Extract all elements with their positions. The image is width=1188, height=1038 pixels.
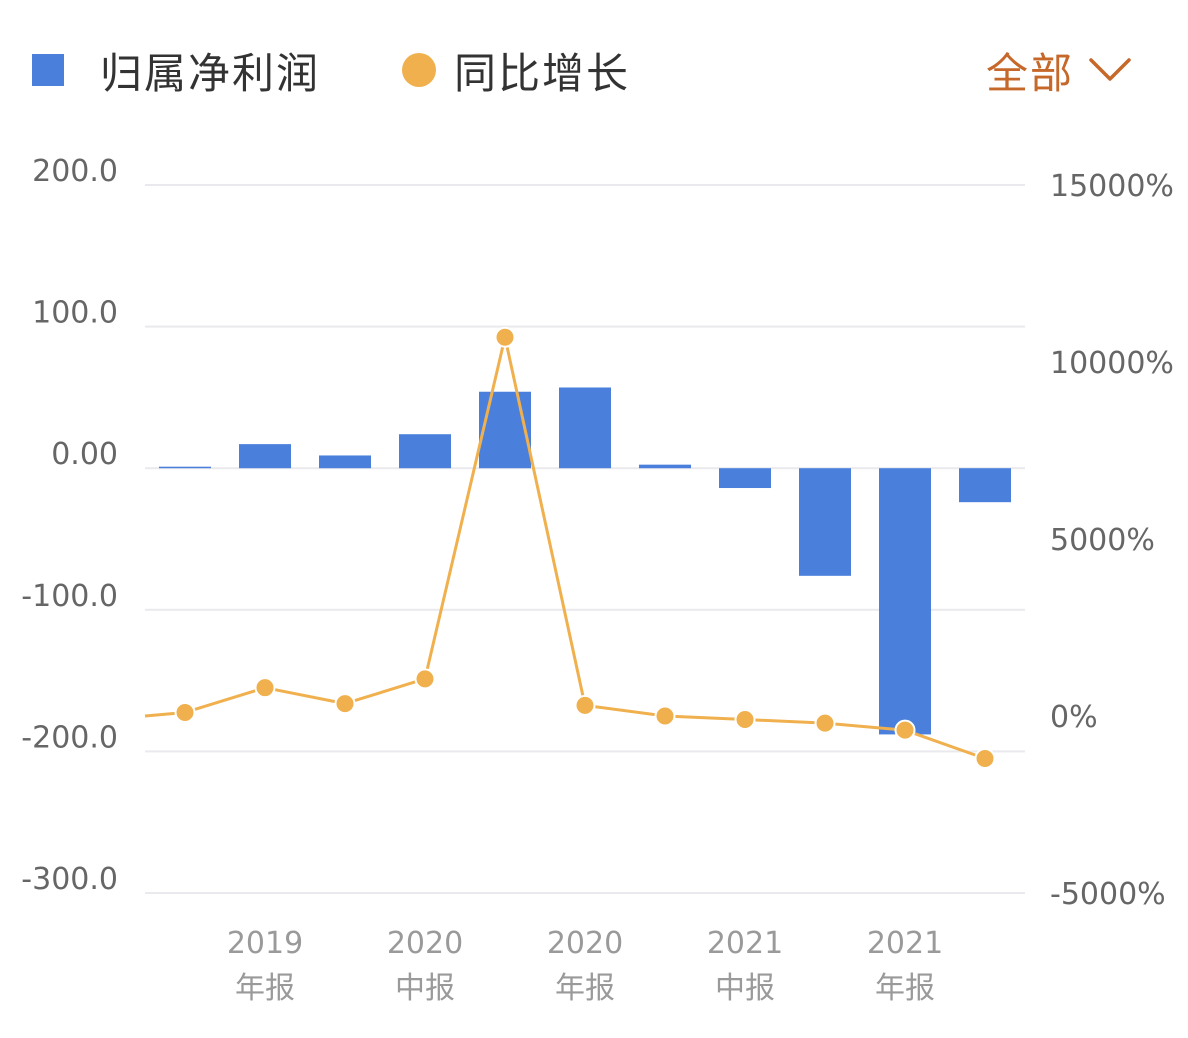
- bar-net-profit: [399, 434, 451, 469]
- point-yoy-growth: [494, 326, 516, 348]
- bar-net-profit: [559, 387, 611, 469]
- bar-net-profit: [159, 466, 211, 469]
- point-yoy-growth: [574, 694, 596, 716]
- dot-swatch-icon: [402, 53, 437, 87]
- bar-net-profit: [959, 468, 1011, 503]
- bar-net-profit: [719, 468, 771, 489]
- right-axis-tick-label: 0%: [1050, 700, 1098, 735]
- legend-item-net-profit[interactable]: 归属净利润: [32, 40, 320, 101]
- point-yoy-growth: [254, 677, 276, 699]
- left-axis-tick-label: -100.0: [21, 579, 118, 614]
- point-yoy-growth: [654, 705, 676, 727]
- point-yoy-growth: [814, 712, 836, 734]
- bar-net-profit: [799, 468, 851, 576]
- period-filter-dropdown[interactable]: 全部: [986, 40, 1132, 100]
- bar-net-profit: [479, 391, 531, 469]
- legend-item-yoy-growth[interactable]: 同比增长: [402, 40, 630, 101]
- bar-swatch-icon: [32, 54, 64, 86]
- left-axis-tick-label: 200.0: [32, 154, 118, 189]
- left-axis-tick-label: -300.0: [21, 862, 118, 897]
- x-axis-tick-label: 2021 中报: [707, 926, 783, 1006]
- x-axis-tick-label: 2019 年报: [227, 926, 303, 1006]
- legend-label-net-profit: 归属净利润: [100, 48, 321, 98]
- x-axis-tick-label: 2021 年报: [867, 926, 943, 1006]
- left-axis-tick-label: 100.0: [32, 296, 118, 331]
- bar-net-profit: [239, 444, 291, 469]
- chevron-down-icon: [1089, 58, 1131, 81]
- bar-net-profit: [639, 464, 691, 469]
- bar-net-profit: [879, 468, 931, 735]
- right-axis-tick-label: 10000%: [1050, 346, 1174, 381]
- legend-label-yoy-growth: 同比增长: [454, 48, 631, 98]
- filter-label: 全部: [985, 48, 1074, 98]
- right-axis-tick-label: 15000%: [1050, 169, 1174, 204]
- point-yoy-growth: [334, 693, 356, 715]
- line-yoy-growth: [144, 335, 986, 760]
- point-yoy-growth: [974, 747, 996, 769]
- left-axis-tick-label: 0.00: [51, 437, 118, 472]
- point-yoy-growth: [174, 701, 196, 723]
- left-axis-tick-label: -200.0: [21, 720, 118, 755]
- right-axis-tick-label: 5000%: [1050, 523, 1155, 558]
- x-axis-tick-label: 2020 中报: [387, 926, 463, 1006]
- point-yoy-growth: [414, 668, 436, 690]
- right-axis-tick-label: -5000%: [1050, 877, 1166, 912]
- chart-legend: 归属净利润 同比增长: [32, 40, 712, 100]
- point-yoy-growth: [894, 719, 916, 741]
- point-yoy-growth: [734, 709, 756, 731]
- bar-net-profit: [319, 455, 371, 469]
- x-axis-tick-label: 2020 年报: [547, 926, 623, 1006]
